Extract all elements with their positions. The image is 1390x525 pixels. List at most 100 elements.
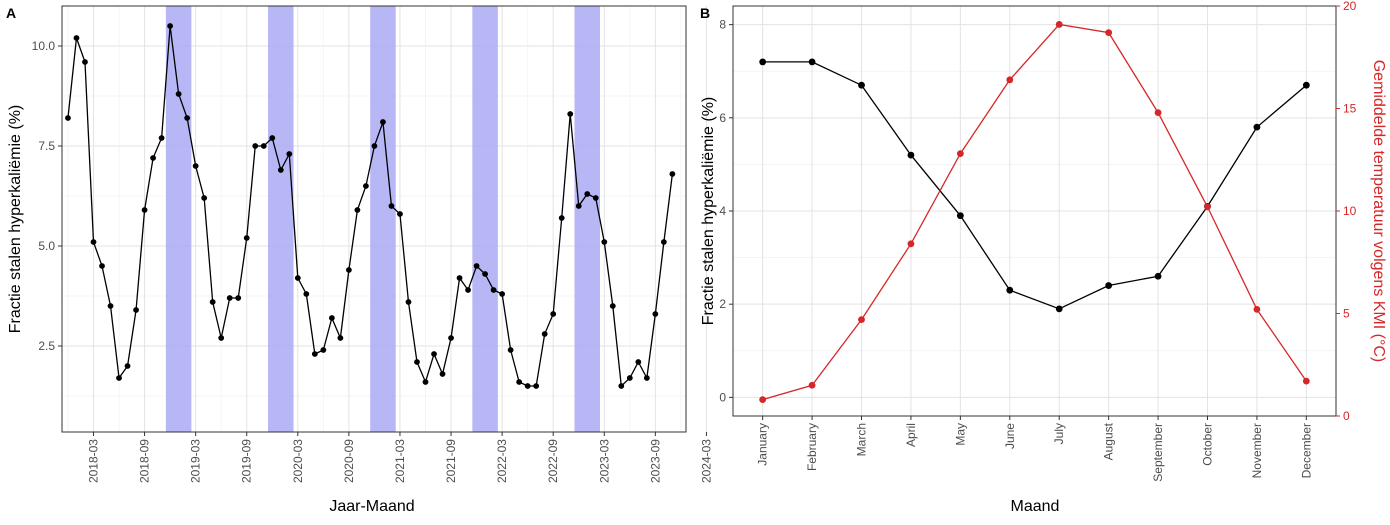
- series-line-temperature: [762, 23, 1307, 401]
- data-point: [260, 143, 267, 149]
- series-line-hyperkalemia: [762, 61, 1307, 310]
- data-point: [609, 303, 616, 309]
- x-tick-label: 2022-03: [495, 439, 509, 483]
- data-point-hyperkalemia: [1006, 286, 1014, 294]
- data-point: [533, 383, 540, 389]
- data-point: [473, 263, 480, 269]
- data-point: [99, 263, 105, 269]
- data-point: [626, 375, 633, 381]
- panel-b-y-axis-title: Fractie stalen hyperkaliëmie (%): [700, 97, 717, 326]
- data-point: [635, 359, 642, 365]
- data-point: [107, 303, 114, 309]
- x-tick-label: January: [756, 423, 770, 466]
- data-point-hyperkalemia: [1302, 81, 1310, 89]
- data-point: [490, 287, 497, 293]
- data-point-temperature: [1006, 76, 1014, 84]
- data-point: [218, 335, 225, 341]
- winter-shaded-band: [370, 6, 396, 432]
- data-point: [303, 291, 310, 297]
- data-point-hyperkalemia: [1154, 272, 1162, 280]
- panel-b: B 0 2 4 6 8 0 5 10 15 20 January February March Apr…: [700, 0, 1387, 515]
- data-point: [422, 379, 429, 385]
- data-point: [414, 359, 420, 365]
- x-tick-label: August: [1102, 422, 1116, 460]
- data-point-temperature: [759, 396, 767, 403]
- data-point: [558, 215, 565, 221]
- series-line-hyperkalemia: [67, 25, 674, 388]
- data-point-temperature: [956, 150, 964, 158]
- data-point: [184, 115, 191, 121]
- data-point: [192, 163, 199, 169]
- data-point: [516, 379, 523, 385]
- panel-b-y2-axis-title: Gemiddelde temperatuur volgens KMI (°C): [1370, 60, 1387, 363]
- data-point: [277, 167, 284, 173]
- data-point: [82, 59, 88, 65]
- data-point: [337, 335, 344, 341]
- data-point: [116, 375, 122, 381]
- data-point: [397, 211, 403, 217]
- winter-shaded-band: [574, 6, 601, 432]
- data-point: [345, 267, 352, 273]
- data-point-hyperkalemia: [907, 151, 915, 159]
- x-tick-label: December: [1299, 423, 1313, 478]
- data-point-temperature: [1105, 29, 1113, 37]
- x-tick-label: June: [1003, 423, 1017, 449]
- x-tick-label: 2023-03: [597, 439, 611, 483]
- panel-b-label: B: [700, 5, 710, 21]
- data-point: [252, 143, 259, 149]
- y2-tick-label: 10: [1343, 204, 1357, 218]
- x-tick-label: May: [953, 423, 967, 446]
- y2-tick-label: 5: [1343, 307, 1350, 321]
- data-point: [294, 275, 301, 281]
- data-point: [660, 239, 667, 245]
- y2-tick-label: 15: [1343, 102, 1357, 116]
- data-point: [354, 207, 361, 213]
- data-point: [448, 335, 454, 341]
- y-tick-label: 0: [719, 390, 726, 404]
- y-tick-label: 4: [719, 204, 726, 218]
- data-point-temperature: [1154, 109, 1162, 116]
- data-point: [167, 23, 174, 29]
- data-point-hyperkalemia: [858, 81, 865, 89]
- y-tick-label: 2: [719, 297, 726, 311]
- data-point: [669, 171, 676, 177]
- data-point: [592, 195, 599, 201]
- panel-a: A 2.5 5.0 7.5 10.0 2018-03 2018-09 2019-03 201…: [6, 5, 713, 515]
- data-point: [431, 351, 437, 357]
- data-point: [269, 135, 276, 141]
- x-tick-label: 2020-09: [342, 439, 356, 483]
- x-tick-label: 2021-09: [444, 439, 458, 483]
- data-point-hyperkalemia: [759, 58, 767, 66]
- data-point: [550, 311, 557, 317]
- data-point: [73, 35, 80, 41]
- data-point-hyperkalemia: [1055, 305, 1063, 313]
- x-tick-label: September: [1151, 423, 1165, 482]
- data-point-temperature: [808, 381, 816, 389]
- x-tick-label: March: [855, 423, 869, 456]
- data-point: [363, 183, 369, 189]
- data-point: [499, 291, 506, 297]
- winter-shaded-band: [268, 6, 294, 432]
- x-tick-label: February: [805, 423, 819, 471]
- data-point: [141, 207, 148, 213]
- x-tick-label: 2019-09: [240, 439, 254, 483]
- data-point: [524, 383, 531, 389]
- data-point-temperature: [907, 240, 915, 248]
- data-point: [380, 119, 386, 125]
- data-point-hyperkalemia: [808, 58, 816, 66]
- data-point-hyperkalemia: [1253, 123, 1261, 131]
- data-point-temperature: [1055, 21, 1063, 28]
- y-tick-label: 2.5: [38, 339, 55, 353]
- x-tick-label: April: [904, 423, 918, 447]
- data-point-temperature: [858, 316, 865, 324]
- data-point: [243, 235, 250, 241]
- data-point: [124, 363, 131, 369]
- x-tick-label: July: [1052, 423, 1066, 444]
- data-point: [158, 135, 165, 141]
- data-point: [575, 203, 582, 209]
- y-tick-label: 8: [719, 18, 726, 32]
- data-point: [201, 195, 208, 201]
- x-tick-label: 2018-03: [86, 439, 100, 483]
- x-tick-label: 2023-09: [648, 439, 662, 483]
- y2-tick-label: 20: [1343, 0, 1357, 13]
